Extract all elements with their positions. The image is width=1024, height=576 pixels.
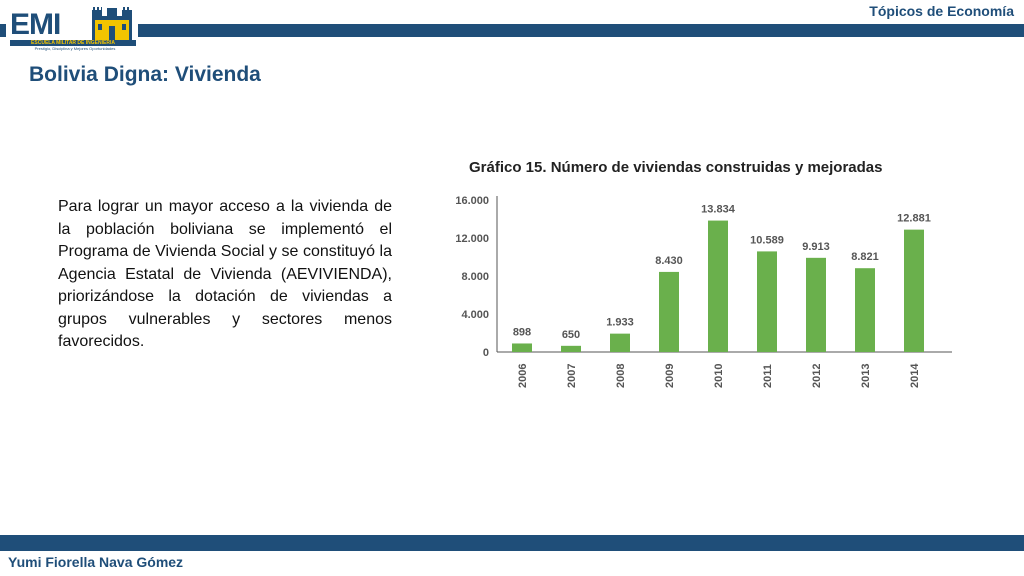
- bar-value-label: 9.913: [802, 241, 830, 253]
- x-tick-label: 2007: [566, 364, 578, 388]
- bar-value-label: 12.881: [897, 213, 931, 225]
- bar-value-label: 13.834: [701, 204, 736, 216]
- course-name: Tópicos de Economía: [869, 3, 1014, 19]
- bar: [757, 251, 777, 352]
- footer-band: [0, 535, 1024, 551]
- bar: [659, 271, 679, 352]
- x-tick-label: 2013: [860, 364, 872, 388]
- slide-title: Bolivia Digna: Vivienda: [29, 63, 261, 86]
- bar-value-label: 8.430: [655, 255, 683, 267]
- bar: [806, 257, 826, 352]
- body-paragraph: Para lograr un mayor acceso a la viviend…: [58, 198, 392, 350]
- bar-value-label: 650: [562, 329, 580, 341]
- x-tick-label: 2009: [664, 364, 676, 388]
- y-tick-label: 12.000: [455, 233, 489, 245]
- x-tick-label: 2012: [811, 364, 823, 388]
- y-tick-label: 0: [483, 347, 489, 359]
- bar: [855, 268, 875, 352]
- x-tick-label: 2008: [615, 364, 627, 388]
- bar: [708, 220, 728, 352]
- bar: [512, 343, 532, 352]
- logo-text: EMI: [10, 8, 61, 41]
- y-tick-label: 4.000: [461, 309, 489, 321]
- bar-value-label: 10.589: [750, 234, 784, 246]
- bar: [561, 345, 581, 352]
- bar-value-label: 1.933: [606, 317, 634, 329]
- bar: [904, 229, 924, 352]
- bar-chart: 0 4.000 8.000 12.000 16.000 898 2006 650 2007 1.9…: [455, 195, 952, 388]
- y-tick-label: 16.000: [455, 195, 489, 207]
- bar: [610, 333, 630, 352]
- x-tick-label: 2010: [713, 364, 725, 388]
- bar-value-label: 898: [513, 326, 531, 338]
- chart-title: Gráfico 15. Número de viviendas construi…: [469, 159, 883, 176]
- emi-logo: EMI ESCUELA MILITAR DE INGENIERIA Presti…: [6, 4, 138, 52]
- x-tick-label: 2011: [762, 364, 774, 388]
- bar-value-label: 8.821: [851, 251, 879, 263]
- castle-icon: [92, 7, 132, 42]
- y-tick-label: 8.000: [461, 271, 489, 283]
- logo-banner: ESCUELA MILITAR DE INGENIERIA: [10, 40, 136, 46]
- author-name: Yumi Fiorella Nava Gómez: [8, 554, 184, 570]
- header-band: [0, 24, 1024, 37]
- x-tick-label: 2006: [517, 364, 529, 388]
- logo-motto: Prestigio, Disciplina y Mejores Oportuni…: [34, 46, 116, 51]
- x-tick-label: 2014: [909, 363, 921, 388]
